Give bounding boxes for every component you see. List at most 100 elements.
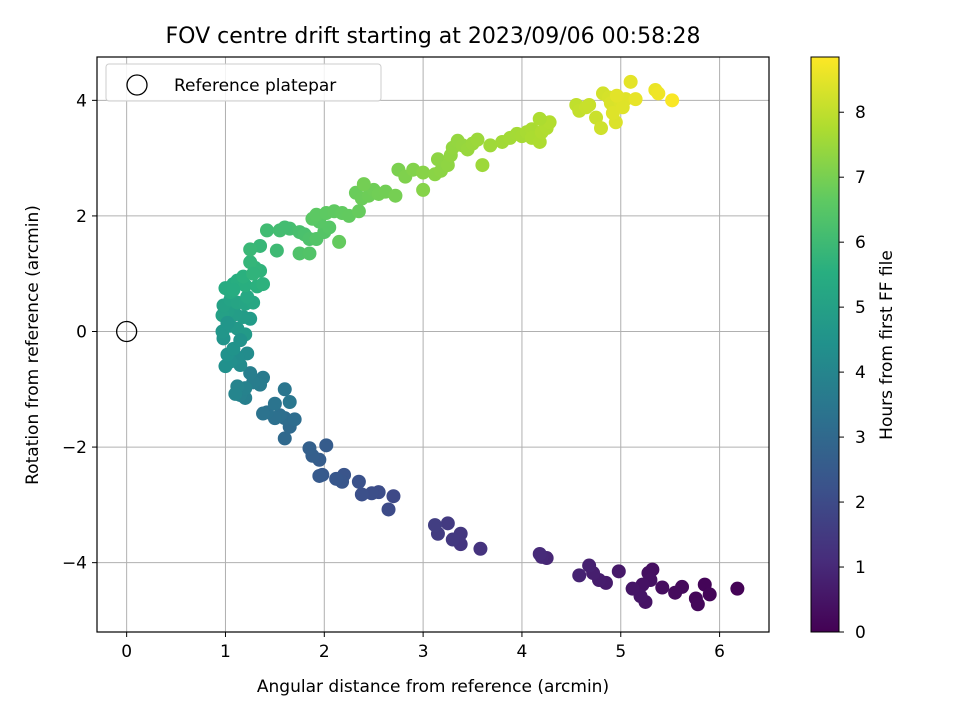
data-point <box>226 282 241 297</box>
data-point <box>665 93 680 108</box>
data-point <box>381 502 396 517</box>
colorbar-tick-label: 2 <box>855 493 866 513</box>
data-point <box>582 97 597 112</box>
x-tick-label: 5 <box>615 642 626 662</box>
x-tick-label: 6 <box>714 642 725 662</box>
colorbar-label: Hours from first FF file <box>877 250 897 440</box>
y-axis-ticks: −4 −2 0 2 4 <box>62 91 97 574</box>
data-point <box>388 188 403 203</box>
data-point <box>628 92 643 107</box>
data-point <box>609 88 624 103</box>
data-point <box>319 438 334 453</box>
data-point <box>277 382 292 397</box>
data-point <box>233 333 248 348</box>
data-point <box>240 289 255 304</box>
colorbar-tick-label: 4 <box>855 363 866 383</box>
data-point <box>292 246 307 261</box>
data-point <box>256 277 271 292</box>
x-axis-label: Angular distance from reference (arcmin) <box>257 677 609 697</box>
colorbar-tick-label: 6 <box>855 233 866 253</box>
data-point <box>269 243 284 258</box>
data-point <box>416 182 431 197</box>
data-point <box>611 564 626 579</box>
colorbar-tick-label: 0 <box>855 623 866 643</box>
y-axis-label: Rotation from reference (arcmin) <box>23 205 43 485</box>
data-point <box>668 585 683 600</box>
data-point <box>354 487 369 502</box>
data-point <box>246 266 261 281</box>
data-point <box>589 110 604 125</box>
data-point <box>267 396 282 411</box>
legend-box <box>105 63 382 102</box>
data-point <box>277 431 292 446</box>
colorbar <box>810 56 840 633</box>
data-point <box>623 74 638 89</box>
data-point <box>690 597 705 612</box>
data-point <box>651 86 666 101</box>
x-tick-label: 3 <box>418 642 429 662</box>
colorbar-tick-label: 7 <box>855 168 866 188</box>
data-point <box>594 121 608 136</box>
x-tick-label: 1 <box>220 642 231 662</box>
data-point <box>259 223 274 238</box>
data-point <box>218 359 233 374</box>
y-tick-label: −4 <box>62 554 87 574</box>
data-point <box>427 518 442 533</box>
grid-lines <box>97 57 769 632</box>
data-point <box>243 366 258 381</box>
data-point <box>416 165 431 180</box>
data-point <box>572 568 587 583</box>
colorbar-tick-label: 8 <box>855 103 866 123</box>
data-point <box>332 234 347 249</box>
data-point <box>532 546 547 561</box>
data-point <box>256 406 271 421</box>
y-tick-label: 4 <box>76 91 87 111</box>
data-point <box>615 100 630 115</box>
legend: Reference platepar <box>105 63 382 102</box>
data-point <box>356 177 371 192</box>
data-point <box>582 558 597 573</box>
x-tick-label: 0 <box>121 642 132 662</box>
colorbar-tick-label: 3 <box>855 428 866 448</box>
data-point <box>243 242 258 257</box>
colorbar-tick-label: 1 <box>855 558 866 578</box>
data-point <box>483 138 498 153</box>
reference-platepar-marker <box>115 320 138 343</box>
data-point <box>302 246 317 261</box>
data-point <box>475 158 490 173</box>
data-point <box>386 489 401 504</box>
data-point <box>312 468 327 483</box>
data-point <box>470 132 485 147</box>
x-axis-ticks: 0 1 2 3 4 5 6 <box>121 632 725 662</box>
legend-label: Reference platepar <box>174 76 336 96</box>
data-point <box>287 412 302 427</box>
data-point <box>277 220 292 235</box>
data-point <box>655 580 670 595</box>
y-tick-label: 0 <box>76 322 87 342</box>
data-point <box>302 441 317 456</box>
data-point <box>228 386 243 401</box>
data-point <box>220 315 235 330</box>
plot-frame <box>96 56 770 633</box>
data-point <box>702 587 717 602</box>
data-point <box>532 111 547 126</box>
x-tick-label: 4 <box>517 642 528 662</box>
data-point <box>351 474 366 489</box>
data-point <box>282 395 297 409</box>
x-tick-label: 2 <box>319 642 330 662</box>
chart-title: FOV centre drift starting at 2023/09/06 … <box>166 24 701 49</box>
data-point <box>445 532 460 547</box>
data-point <box>473 541 488 556</box>
data-point <box>730 581 745 596</box>
legend-marker-open-circle <box>126 74 148 96</box>
data-point <box>351 204 366 219</box>
scatter-points <box>215 74 745 612</box>
colorbar-ticks: 0 1 2 3 4 5 6 7 8 <box>839 103 866 643</box>
y-tick-label: 2 <box>76 207 87 227</box>
y-tick-label: −2 <box>62 438 87 458</box>
data-point <box>440 516 455 531</box>
data-point <box>625 581 640 596</box>
data-point <box>243 255 258 270</box>
data-point <box>329 471 344 486</box>
